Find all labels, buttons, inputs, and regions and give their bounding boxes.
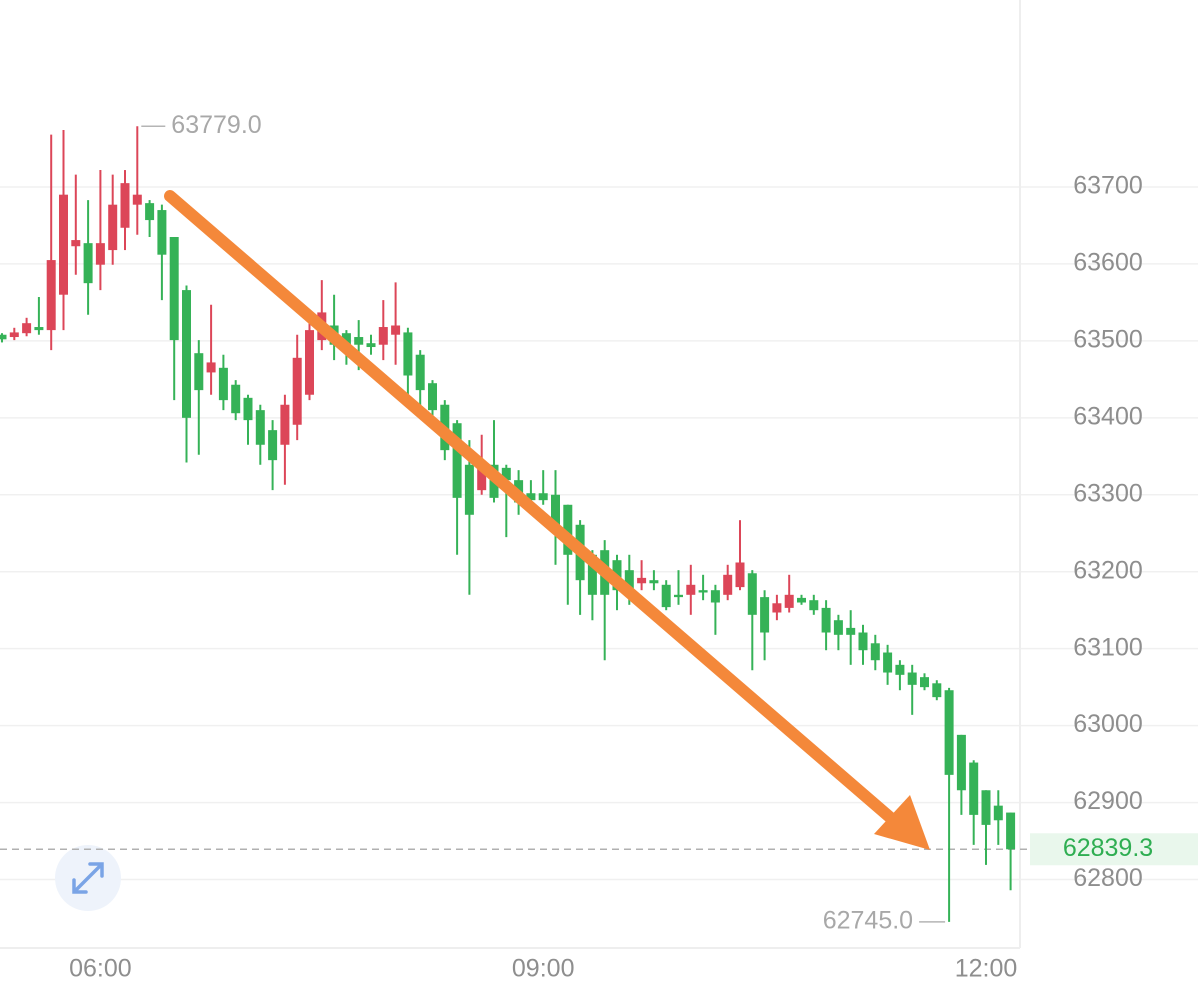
candle-body	[920, 677, 929, 688]
last-price-box	[1030, 833, 1198, 866]
candle-body	[944, 690, 954, 775]
candle-body	[797, 597, 806, 603]
candle-body	[710, 590, 720, 603]
candle-body	[501, 467, 511, 481]
candle-body	[477, 464, 487, 491]
candle-body	[587, 554, 597, 595]
candle-body	[661, 584, 671, 608]
candle-body	[9, 332, 19, 338]
candle-body	[464, 464, 474, 515]
candle-body	[870, 643, 880, 661]
y-tick-label: 63300	[1073, 479, 1143, 507]
candle-body	[907, 672, 917, 685]
candle-body	[563, 504, 573, 555]
candle-body	[649, 580, 659, 584]
candle-body	[157, 210, 167, 255]
candle-body	[95, 243, 105, 265]
candle-body	[932, 683, 942, 698]
candle-body	[145, 203, 155, 221]
candle-body	[231, 384, 241, 414]
candle-body	[833, 620, 843, 635]
candle-body	[551, 494, 560, 531]
y-tick-label: 62900	[1073, 787, 1143, 815]
candle-body	[895, 664, 905, 675]
candle-body	[132, 194, 142, 205]
trend-arrow	[164, 190, 906, 832]
y-tick-label: 63600	[1073, 249, 1143, 277]
candle-body	[194, 353, 204, 391]
candle-body	[268, 430, 278, 461]
candle-body	[218, 367, 228, 401]
candle-body	[0, 334, 7, 340]
candle-body	[169, 237, 179, 341]
last-price-label: 62839.3	[1063, 834, 1153, 862]
candle-body	[821, 607, 831, 633]
candle-body	[993, 805, 1003, 821]
candle-body	[846, 627, 856, 635]
candle-body	[305, 330, 314, 395]
candle-body	[686, 584, 696, 595]
y-tick-label: 63400	[1073, 402, 1143, 430]
candle-body	[883, 652, 893, 673]
candle-body	[526, 493, 536, 501]
y-tick-label: 63700	[1073, 172, 1143, 200]
candle-body	[366, 343, 376, 348]
candle-body	[108, 204, 118, 251]
candle-body	[403, 332, 413, 376]
x-tick-label: 12:00	[955, 955, 1018, 983]
candle-body	[34, 327, 44, 331]
y-tick-label: 63100	[1073, 633, 1143, 661]
y-tick-label: 63200	[1073, 556, 1143, 584]
x-tick-label: 09:00	[512, 955, 575, 983]
candle-body	[428, 383, 437, 411]
y-tick-label: 62800	[1073, 864, 1143, 892]
candle-body	[538, 493, 548, 501]
x-tick-label: 06:00	[69, 955, 132, 983]
candle-body	[452, 423, 462, 498]
expand-button[interactable]	[55, 845, 121, 911]
candle-body	[981, 790, 991, 825]
candle-body	[760, 597, 770, 633]
candle-body	[391, 325, 401, 335]
max-label: 63779.0	[171, 111, 261, 139]
candle-body	[858, 632, 868, 651]
candle-body	[969, 762, 979, 815]
candle-body	[624, 570, 634, 591]
candle-body	[206, 362, 216, 373]
candle-body	[674, 594, 683, 598]
candle-body	[956, 734, 966, 791]
candle-body	[354, 337, 364, 345]
candle-body	[698, 590, 708, 593]
candle-body	[46, 260, 56, 331]
trend-arrowhead	[874, 795, 930, 850]
candle-body	[378, 327, 388, 345]
candle-body	[182, 290, 191, 418]
candle-body	[255, 410, 265, 445]
candle-body	[637, 577, 647, 584]
candle-body	[784, 594, 794, 608]
candle-body	[243, 397, 253, 421]
candle-body	[723, 574, 733, 595]
candle-body	[71, 240, 81, 247]
candle-body	[280, 404, 290, 445]
candle-body	[83, 243, 93, 284]
candle-body	[59, 194, 68, 295]
candle-body	[292, 357, 302, 425]
candle-body	[809, 600, 819, 611]
y-tick-label: 63000	[1073, 710, 1143, 738]
min-label: 62745.0	[823, 906, 913, 934]
candle-body	[1006, 812, 1016, 850]
candle-body	[735, 562, 745, 588]
y-tick-label: 63500	[1073, 325, 1143, 353]
candle-body	[415, 354, 425, 391]
candle-body	[120, 183, 130, 228]
candle-body	[747, 573, 757, 615]
expand-icon	[72, 862, 104, 894]
candle-body	[772, 603, 782, 613]
candle-body	[22, 323, 32, 334]
